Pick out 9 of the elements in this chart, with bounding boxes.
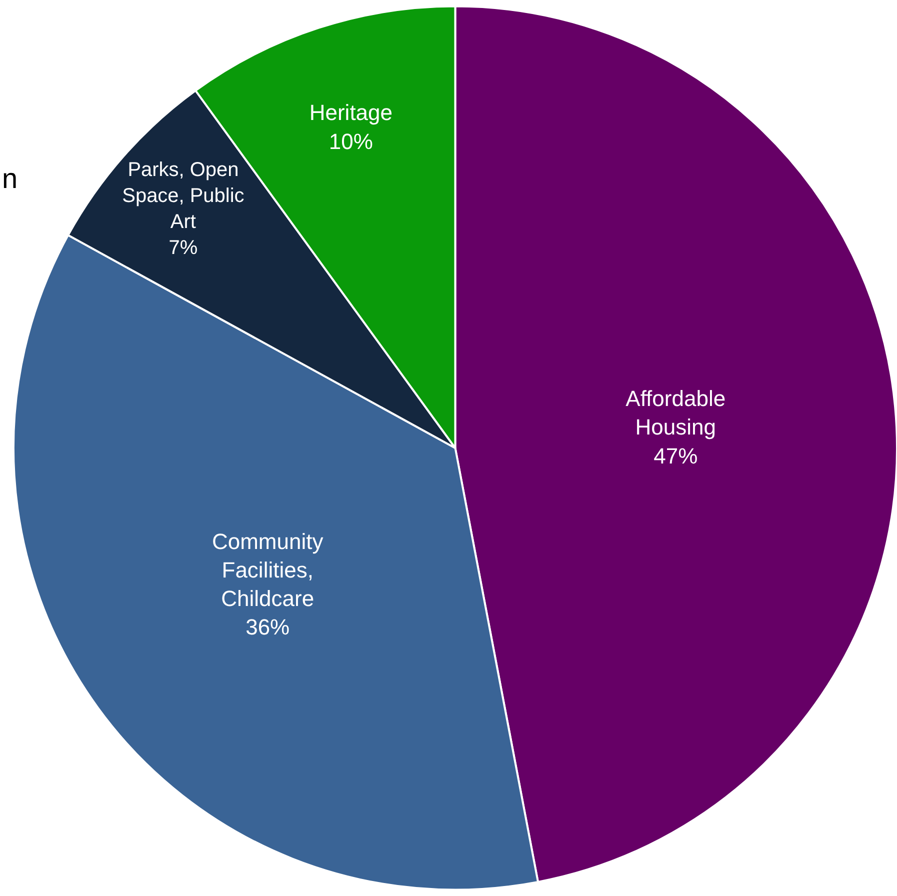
data-label: 7% — [168, 236, 198, 259]
data-label: 47% — [654, 443, 698, 468]
slice-label: Community Facilities, Childcare — [212, 528, 324, 612]
data-label: 36% — [246, 614, 290, 640]
slice-label: Parks, Open Space, Public Art — [122, 159, 244, 233]
text: n — [2, 163, 18, 194]
data-label: 10% — [328, 128, 373, 154]
slice-label: Affordable Housing — [626, 386, 726, 440]
slice-label: Heritage — [309, 100, 393, 126]
